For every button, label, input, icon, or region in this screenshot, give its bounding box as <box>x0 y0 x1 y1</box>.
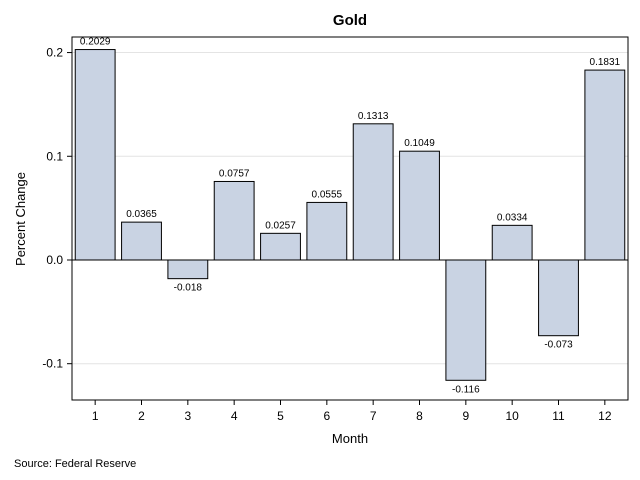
data-labels: 0.2029 0.0365 -0.018 0.0757 0.0257 0.0555 0.13… <box>80 37 621 396</box>
x-tick-label: 4 <box>231 409 238 423</box>
source-note: Source: Federal Reserve <box>14 458 136 470</box>
data-label: -0.116 <box>452 384 480 395</box>
y-tick-label: -0.1 <box>42 357 63 371</box>
x-tick-label: 11 <box>552 409 565 423</box>
chart-title: Gold <box>333 12 367 29</box>
data-label: -0.018 <box>174 283 203 294</box>
x-axis-title: Month <box>332 431 368 446</box>
data-label: 0.0555 <box>312 189 343 200</box>
data-label: 0.0257 <box>265 220 296 231</box>
bar-month-5 <box>260 232 301 261</box>
y-axis-title: Percent Change <box>13 172 28 266</box>
x-axis-ticks: 1 2 3 4 5 6 7 8 9 10 11 12 <box>92 400 612 423</box>
data-label: 0.2029 <box>80 37 111 48</box>
y-tick-label: 0.1 <box>46 149 63 163</box>
bar-month-9 <box>445 259 487 381</box>
data-label: 0.1313 <box>358 111 389 122</box>
bar-month-3 <box>167 259 209 280</box>
bar-month-6 <box>306 201 348 261</box>
bar-month-11 <box>538 259 579 337</box>
plot-frame <box>71 36 629 401</box>
x-tick-label: 6 <box>323 409 330 423</box>
x-tick-label: 8 <box>416 409 423 423</box>
y-tick-label: 0.0 <box>46 253 63 267</box>
x-tick-label: 5 <box>277 409 284 423</box>
data-label: 0.1831 <box>590 57 621 68</box>
bars <box>74 49 626 381</box>
bar-month-7 <box>352 123 394 261</box>
x-tick-label: 7 <box>370 409 377 423</box>
data-label: 0.0365 <box>126 209 157 220</box>
bar-month-10 <box>491 224 533 261</box>
x-tick-label: 10 <box>505 409 519 423</box>
y-axis-ticks: -0.1 0.0 0.1 0.2 <box>42 46 72 371</box>
bar-month-4 <box>213 180 255 261</box>
bar-month-1 <box>74 49 116 261</box>
x-tick-label: 2 <box>138 409 145 423</box>
data-label: -0.073 <box>544 340 573 351</box>
bar-month-2 <box>121 221 162 261</box>
y-tick-label: 0.2 <box>46 46 63 60</box>
data-label: 0.1049 <box>404 138 435 149</box>
x-tick-label: 1 <box>92 409 99 423</box>
bar-month-8 <box>399 150 440 261</box>
bar-month-12 <box>584 69 626 261</box>
data-label: 0.0334 <box>497 212 528 223</box>
x-tick-label: 12 <box>598 409 612 423</box>
data-label: 0.0757 <box>219 168 250 179</box>
x-tick-label: 3 <box>184 409 191 423</box>
x-tick-label: 9 <box>462 409 469 423</box>
